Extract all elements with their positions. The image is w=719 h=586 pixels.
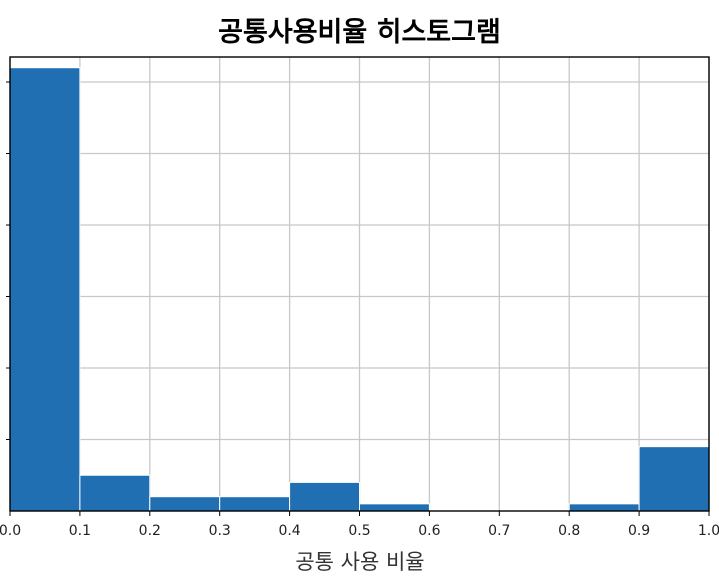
histogram-bar — [289, 481, 361, 512]
x-tick-label: 0.4 — [278, 523, 300, 539]
x-tick-label: 1.0 — [698, 523, 719, 539]
grid-layer — [9, 57, 710, 511]
chart-title: 공통사용비율 히스토그램 — [218, 17, 501, 48]
x-tick-label: 0.8 — [558, 523, 580, 539]
bars-layer — [9, 67, 710, 512]
histogram-bar — [219, 496, 291, 512]
ticks-layer: 0.0 0.1 0.2 0.3 0.4 0.5 0.6 0.7 0.8 0.9 1.0 — [0, 523, 719, 539]
histogram-bar — [359, 503, 430, 512]
histogram-bar — [149, 496, 221, 512]
histogram-bar — [568, 503, 640, 512]
x-tick-label: 0.1 — [69, 523, 91, 539]
x-tick-label: 0.5 — [348, 523, 370, 539]
x-tick-label: 0.7 — [488, 523, 510, 539]
axes-layer — [6, 56, 710, 516]
x-tick-label: 0.0 — [0, 523, 21, 539]
histogram-bar — [9, 67, 81, 512]
x-tick-label: 0.2 — [139, 523, 161, 539]
x-tick-label: 0.3 — [209, 523, 231, 539]
x-tick-label: 0.6 — [418, 523, 440, 539]
x-tick-label: 0.9 — [628, 523, 650, 539]
x-axis-label: 공통 사용 비율 — [295, 550, 424, 574]
histogram-bar — [638, 446, 710, 512]
histogram-bar — [79, 474, 151, 512]
